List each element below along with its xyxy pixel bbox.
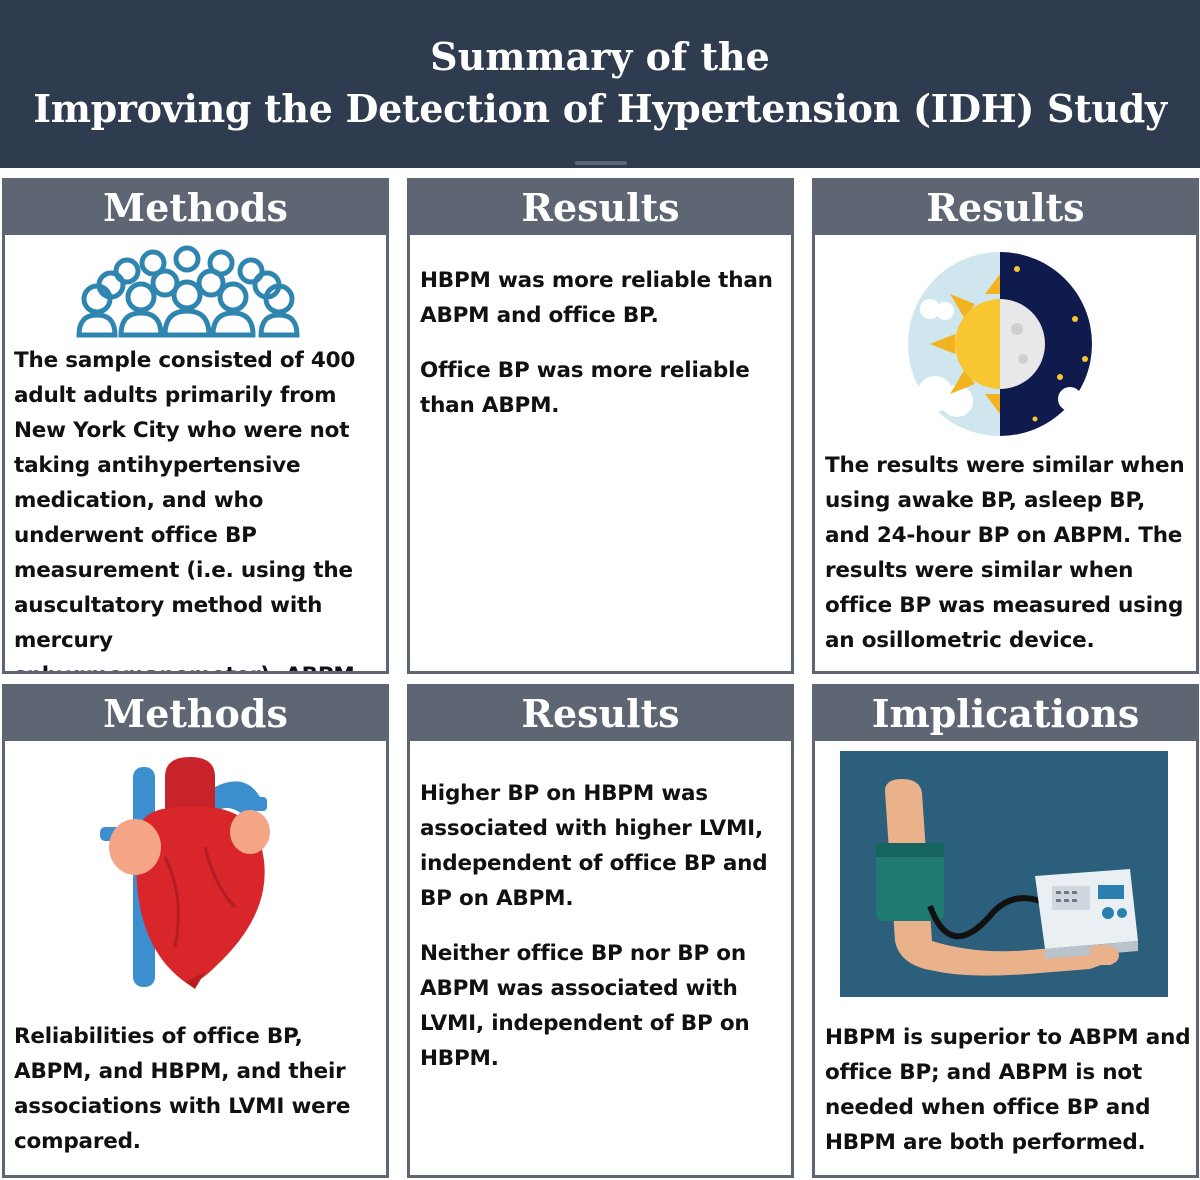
title-line-2: Improving the Detection of Hypertension … xyxy=(33,86,1167,131)
implications-card-text: HBPM is superior to ABPM and office BP; … xyxy=(825,1025,1191,1155)
title-banner: Summary of the Improving the Detection o… xyxy=(0,0,1200,168)
heart-icon xyxy=(100,757,270,989)
day-night-icon xyxy=(906,252,1093,436)
results-card-1: Results HBPM was more reliable than ABPM… xyxy=(407,178,794,674)
blood-pressure-monitor-icon xyxy=(840,751,1168,997)
methods-card-1-text: The sample consisted of 400 adult adults… xyxy=(14,348,363,671)
results-card-1-title: Results xyxy=(410,181,791,235)
results-card-3-text: Higher BP on HBPM was associated with hi… xyxy=(420,776,786,1076)
people-group-icon xyxy=(76,245,300,338)
implications-card: Implications HBPM is superior to ABPM an… xyxy=(812,684,1199,1178)
results-card-1-text: HBPM was more reliable than ABPM and off… xyxy=(420,263,782,423)
results-card-3: Results Higher BP on HBPM was associated… xyxy=(407,684,794,1178)
methods-card-1: Methods The sample consisted of 400 adul… xyxy=(2,178,389,674)
results-card-3-title: Results xyxy=(410,687,791,741)
banner-divider xyxy=(575,161,627,165)
results-card-2: Results xyxy=(812,178,1199,674)
results-card-2-title: Results xyxy=(815,181,1196,235)
methods-card-1-title: Methods xyxy=(5,181,386,235)
methods-card-2: Methods Reliabilities of office BP, ABPM… xyxy=(2,684,389,1178)
results-card-2-text: The results were similar when using awak… xyxy=(825,453,1185,653)
implications-card-title: Implications xyxy=(815,687,1196,741)
results-card-1-para-1: HBPM was more reliable than ABPM and off… xyxy=(420,268,773,328)
results-card-1-para-2: Office BP was more reliable than ABPM. xyxy=(420,358,750,418)
title-line-1: Summary of the xyxy=(430,34,770,79)
methods-card-2-text: Reliabilities of office BP, ABPM, and HB… xyxy=(14,1024,351,1154)
methods-card-2-title: Methods xyxy=(5,687,386,741)
results-card-3-para-1: Higher BP on HBPM was associated with hi… xyxy=(420,781,768,911)
results-card-3-para-2: Neither office BP nor BP on ABPM was ass… xyxy=(420,941,750,1071)
